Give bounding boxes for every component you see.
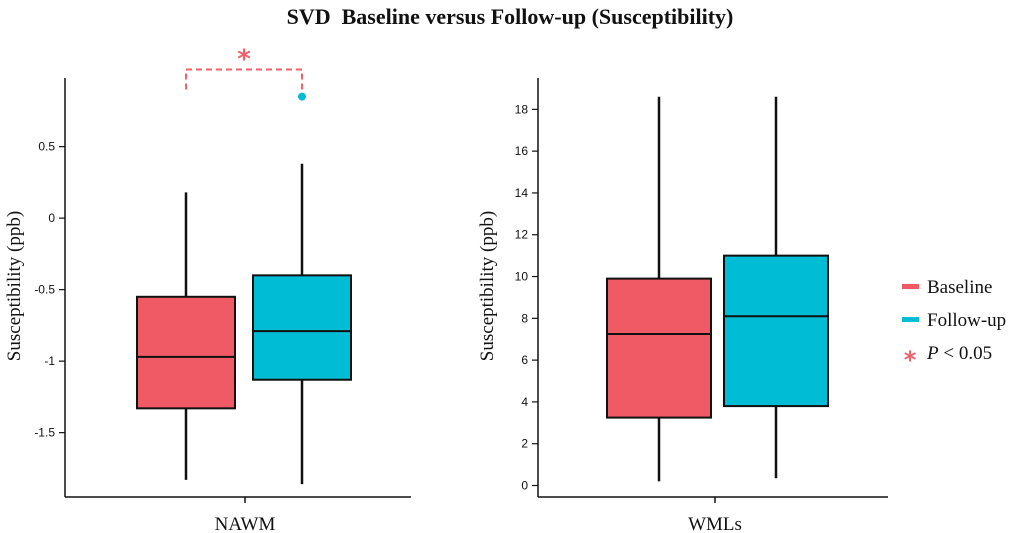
panel1-y-tick-label: -0.5 (34, 283, 55, 297)
panel1-y-axis-title: Susceptibility (ppb) (4, 211, 25, 361)
panel2-y-tick-label: 14 (515, 186, 529, 200)
panel2-y-tick-label: 0 (521, 479, 528, 493)
panel2-y-tick-label: 8 (521, 311, 528, 325)
panel1-y-tick-label: -1 (44, 354, 55, 368)
legend-significance-threshold: < 0.05 (939, 343, 992, 364)
panel2-category-label: WMLs (688, 514, 742, 533)
panel2-baseline-box (606, 277, 712, 419)
legend-follow-up-label: Follow-up (927, 310, 1006, 331)
legend-baseline-label: Baseline (927, 277, 992, 298)
panel2-follow-up-box (723, 254, 829, 408)
panel1-category-label: NAWM (215, 514, 276, 533)
legend-significance-label: P < 0.05 (926, 343, 992, 364)
panel2-y-tick-label: 12 (515, 228, 529, 242)
legend-significance-asterisk: * (904, 346, 917, 374)
panel2-y-tick-label: 4 (521, 395, 528, 409)
panel2-y-tick-label: 16 (515, 144, 529, 158)
panel2-y-tick-label: 6 (521, 353, 528, 367)
panel1-follow-up-outlier (298, 92, 306, 101)
panel1-y-tick-label: 0 (48, 211, 55, 225)
panel1-significance-asterisk: * (237, 44, 251, 74)
panel2-y-tick-label: 2 (521, 437, 528, 451)
legend-significance-p: P (926, 343, 939, 364)
panel1-follow-up-box (252, 274, 352, 381)
panel2-y-tick-label: 10 (515, 270, 529, 284)
legend-baseline-swatch (902, 284, 919, 289)
panel1-baseline-box (136, 295, 236, 410)
panel2-y-axis-title: Susceptibility (ppb) (477, 211, 498, 361)
panel1-y-tick-label: 0.5 (38, 140, 55, 154)
panel2-y-tick-label: 18 (515, 102, 529, 116)
legend-follow-up-swatch (902, 317, 919, 322)
panel1-y-tick-label: -1.5 (34, 426, 55, 440)
chart-title: SVD Baseline versus Follow-up (Susceptib… (287, 4, 734, 29)
